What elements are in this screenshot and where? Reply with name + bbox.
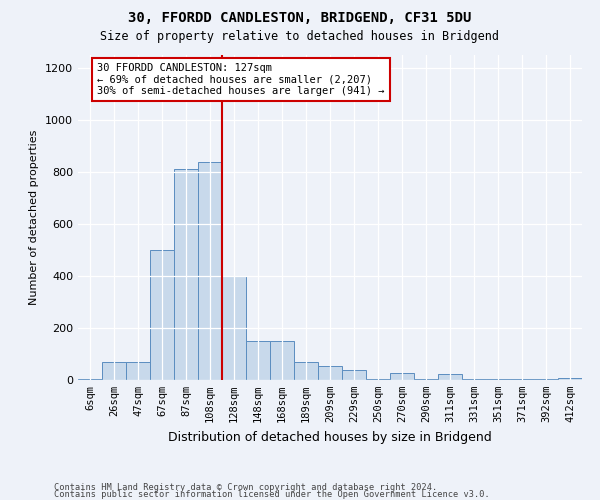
Text: Contains HM Land Registry data © Crown copyright and database right 2024.: Contains HM Land Registry data © Crown c… xyxy=(54,483,437,492)
Bar xyxy=(102,362,126,380)
Bar xyxy=(438,374,462,380)
Bar xyxy=(246,341,270,380)
Bar xyxy=(150,250,174,380)
Text: Size of property relative to detached houses in Bridgend: Size of property relative to detached ho… xyxy=(101,30,499,43)
Text: 30, FFORDD CANDLESTON, BRIDGEND, CF31 5DU: 30, FFORDD CANDLESTON, BRIDGEND, CF31 5D… xyxy=(128,12,472,26)
Text: Contains public sector information licensed under the Open Government Licence v3: Contains public sector information licen… xyxy=(54,490,490,499)
Bar xyxy=(222,276,246,380)
Text: 30 FFORDD CANDLESTON: 127sqm
← 69% of detached houses are smaller (2,207)
30% of: 30 FFORDD CANDLESTON: 127sqm ← 69% of de… xyxy=(97,63,385,96)
Bar xyxy=(462,378,486,380)
Bar xyxy=(510,379,534,380)
Bar xyxy=(78,378,102,380)
Bar xyxy=(294,362,318,380)
Bar xyxy=(318,366,342,380)
Bar xyxy=(174,170,198,380)
Bar xyxy=(390,372,414,380)
Y-axis label: Number of detached properties: Number of detached properties xyxy=(29,130,40,305)
Bar xyxy=(366,378,390,380)
X-axis label: Distribution of detached houses by size in Bridgend: Distribution of detached houses by size … xyxy=(168,430,492,444)
Bar xyxy=(270,341,294,380)
Bar xyxy=(414,378,438,380)
Bar xyxy=(198,162,222,380)
Bar xyxy=(126,362,150,380)
Bar xyxy=(342,370,366,380)
Bar xyxy=(558,378,582,380)
